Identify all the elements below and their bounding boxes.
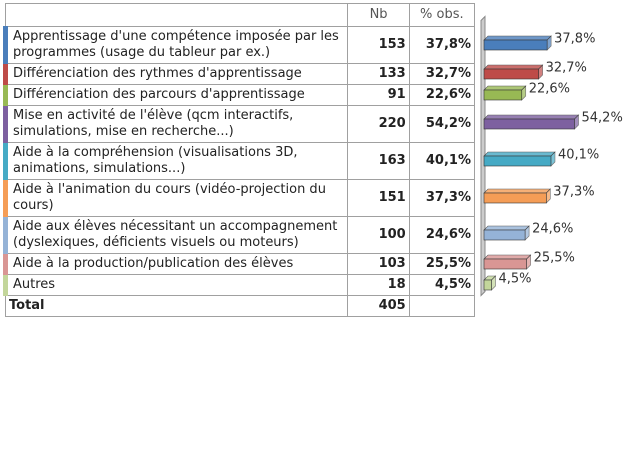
value-label: 37,3%: [553, 185, 594, 200]
total-label: Total: [4, 295, 349, 317]
row: Aide aux élèves nécessitant un accompagn…: [2, 216, 476, 254]
bar: [483, 114, 580, 130]
value-label: 40,1%: [558, 148, 599, 163]
value-label: 37,8%: [554, 32, 595, 47]
category-label: Apprentissage d'une compétence imposée p…: [2, 26, 349, 64]
table: Nb% obs. Apprentissage d'une compétence …: [2, 3, 476, 317]
value-label: 25,5%: [534, 251, 575, 266]
bar: [483, 275, 497, 291]
row: Aide à l'animation du cours (vidéo-proje…: [2, 179, 476, 217]
value-label: 32,7%: [546, 61, 587, 76]
percent: 4,5%: [408, 274, 476, 296]
bar: [483, 151, 556, 167]
row: Autres 18 4,5%: [2, 274, 476, 296]
category-label: Aide à la compréhension (visualisations …: [2, 142, 349, 180]
bar: [483, 85, 527, 101]
bar: [483, 225, 530, 241]
percent: 37,3%: [408, 179, 476, 217]
row: Mise en activité de l'élève (qcm interac…: [2, 105, 476, 143]
category-label: Différenciation des parcours d'apprentis…: [2, 84, 349, 106]
row: Aide à la compréhension (visualisations …: [2, 142, 476, 180]
value-label: 22,6%: [529, 82, 570, 97]
bar: [483, 188, 552, 204]
value-label: 24,6%: [532, 222, 573, 237]
percent: 24,6%: [408, 216, 476, 254]
percent: 54,2%: [408, 105, 476, 143]
total-row: Total 405: [4, 295, 476, 317]
category-label: Aide à l'animation du cours (vidéo-proje…: [2, 179, 349, 217]
row: Différenciation des rythmes d'apprentiss…: [2, 63, 476, 85]
percent: 37,8%: [408, 26, 476, 64]
value-label: 54,2%: [582, 111, 623, 126]
axis-wall: [480, 15, 486, 297]
value-label: 4,5%: [499, 272, 532, 287]
bar: [483, 64, 544, 80]
bar: [483, 254, 532, 270]
empty-cell: [408, 295, 476, 317]
total-count: 405: [347, 295, 410, 317]
percent: 32,7%: [408, 63, 476, 85]
bar: [483, 35, 552, 51]
category-label: Différenciation des rythmes d'apprentiss…: [2, 63, 349, 85]
row: Apprentissage d'une compétence imposée p…: [2, 26, 476, 64]
category-label: Aide aux élèves nécessitant un accompagn…: [2, 216, 349, 254]
